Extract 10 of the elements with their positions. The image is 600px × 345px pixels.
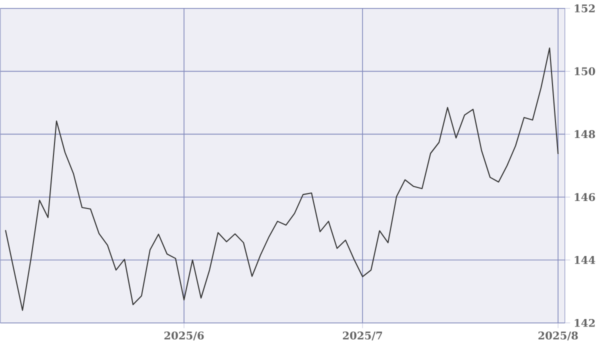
x-tick-label: 2025/6 <box>164 332 204 340</box>
x-tick-label: 2025/8 <box>538 332 578 340</box>
y-tick-label: 152 <box>574 4 595 13</box>
line-series <box>4 48 559 311</box>
y-tick-label: 146 <box>574 193 596 202</box>
y-tick-label: 142 <box>574 319 595 327</box>
y-tick-label: 144 <box>574 256 596 264</box>
x-tick-label: 2025/7 <box>342 332 382 340</box>
y-tick-label: 150 <box>574 67 596 76</box>
y-tick-label: 148 <box>574 130 596 138</box>
